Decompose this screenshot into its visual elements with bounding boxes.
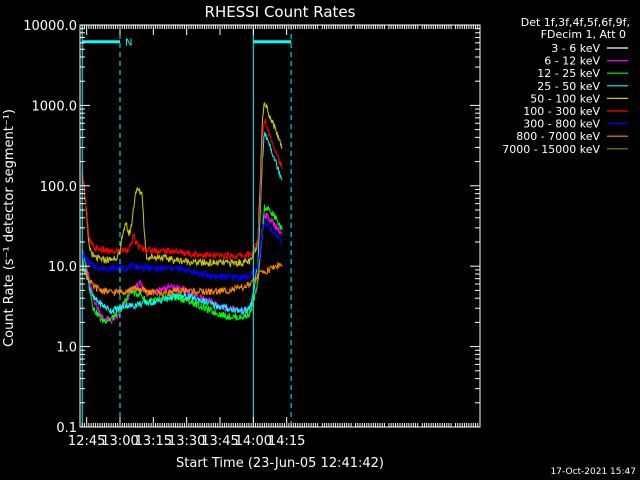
legend-label-7: 800 - 7000 keV (516, 130, 600, 143)
y-tick-label-5: 10000.0 (23, 19, 77, 34)
legend-label-5: 100 - 300 keV (523, 105, 600, 118)
legend-label-6: 300 - 800 keV (523, 118, 600, 131)
series-line-3 (81, 131, 283, 316)
axes-layer: 0.11.010.0100.01000.010000.012:4513:0013… (23, 19, 481, 449)
series-line-0 (81, 210, 283, 340)
legend-header-line-2: FDecim 1, Att 0 (541, 28, 626, 41)
legend-label-0: 3 - 6 keV (551, 42, 600, 55)
legend-label-3: 25 - 50 keV (537, 80, 600, 93)
series-line-4 (81, 102, 283, 268)
series-line-6 (81, 219, 283, 283)
annotation-letter: N (125, 38, 132, 49)
x-tick-label-4: 13:45 (201, 434, 238, 449)
chart-title: RHESSI Count Rates (205, 3, 356, 21)
y-tick-label-1: 1.0 (56, 341, 77, 356)
legend-label-8: 7000 - 15000 keV (502, 143, 600, 156)
x-tick-label-1: 13:00 (101, 434, 138, 449)
y-tick-label-2: 10.0 (48, 260, 77, 275)
legend-label-4: 50 - 100 keV (530, 92, 600, 105)
x-tick-label-0: 12:45 (68, 434, 105, 449)
annotation-layer: N (81, 25, 292, 427)
y-tick-label-3: 100.0 (40, 180, 77, 195)
series-line-7 (81, 261, 283, 299)
y-tick-label-0: 0.1 (56, 421, 77, 436)
timestamp-footer: 17-Oct-2021 15:47 (551, 467, 636, 477)
legend: Det 1f,3f,4f,5f,6f,9f, FDecim 1, Att 0 3… (502, 16, 630, 156)
series-line-5 (81, 118, 283, 261)
legend-label-2: 12 - 25 keV (537, 67, 600, 80)
y-tick-label-4: 1000.0 (32, 99, 78, 114)
legend-label-1: 6 - 12 keV (544, 55, 600, 68)
x-tick-label-5: 14:00 (235, 434, 272, 449)
x-tick-label-6: 14:15 (268, 434, 305, 449)
y-axis-title: Count Rate (s⁻¹ detector segment⁻¹) (2, 109, 17, 347)
x-tick-label-3: 13:30 (168, 434, 205, 449)
series-layer (81, 102, 283, 340)
x-axis-title: Start Time (23-Jun-05 12:41:42) (176, 456, 384, 471)
x-tick-label-2: 13:15 (135, 434, 172, 449)
legend-header-line-1: Det 1f,3f,4f,5f,6f,9f, (521, 16, 630, 29)
